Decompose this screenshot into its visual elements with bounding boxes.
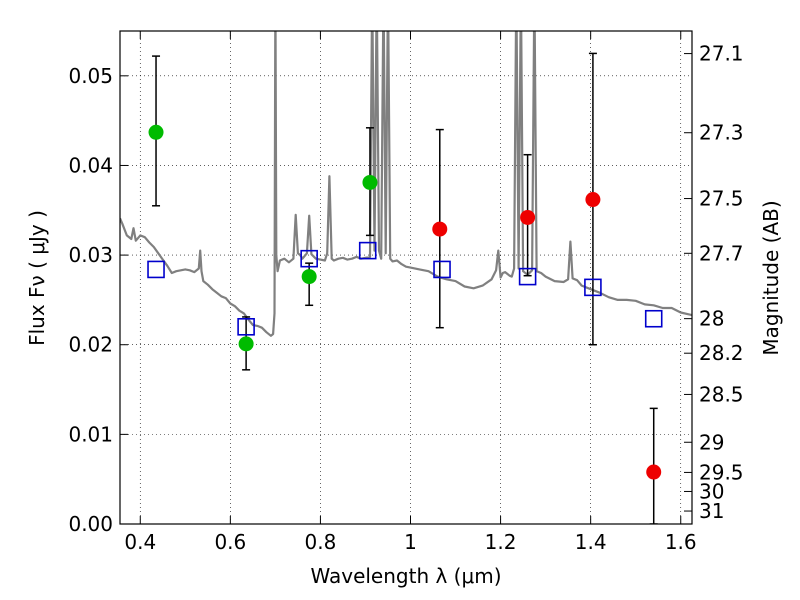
model-point — [300, 249, 318, 268]
right-tick-label: 30 — [699, 479, 724, 503]
data-point — [238, 336, 254, 352]
x-axis-label: Wavelength λ (μm) — [310, 564, 501, 588]
x-tick-label: 0.8 — [305, 530, 337, 554]
x-tick-label: 1 — [404, 530, 417, 554]
y-tick-label: 0.05 — [68, 64, 113, 88]
right-tick-label: 28.2 — [699, 341, 744, 365]
y-axis-label: Flux Fν ( μJy ) — [25, 210, 49, 346]
right-tick-label: 27.7 — [699, 241, 744, 265]
model-point — [237, 317, 255, 336]
right-tick-label: 28.5 — [699, 382, 744, 406]
spectrum-layer — [120, 31, 692, 337]
right-tick-label: 27.3 — [699, 121, 744, 145]
x-tick-label: 1.4 — [575, 530, 607, 554]
data-point — [646, 464, 662, 480]
right-tick-label: 28 — [699, 307, 724, 331]
data-point — [520, 209, 536, 225]
spectrum-line — [120, 31, 692, 337]
right-tick-label: 27.1 — [699, 42, 744, 66]
model-point — [147, 260, 165, 279]
data-point — [148, 124, 164, 140]
model-point — [644, 309, 663, 328]
y-axis-label-right: Magnitude (AB) — [759, 200, 783, 355]
y-tick-label: 0.00 — [68, 512, 113, 536]
y-tick-label: 0.02 — [68, 333, 113, 357]
right-tick-label: 31 — [699, 499, 724, 523]
model-point — [433, 260, 451, 279]
data-point — [362, 174, 378, 190]
model-point — [358, 241, 377, 260]
data-point — [585, 192, 601, 208]
model-point — [518, 267, 537, 286]
plot-frame — [119, 30, 693, 525]
right-tick-label: 29.5 — [699, 460, 744, 484]
data-point — [432, 221, 448, 237]
error-bars — [152, 52, 658, 524]
axis-ticks: 0.4 0.6 0.8 1 1.2 1.4 1.6 0.00 0.01 0.02 0.03 0.04 0… — [68, 31, 744, 554]
y-tick-label: 0.04 — [68, 153, 113, 177]
x-tick-label: 1.2 — [485, 530, 517, 554]
y-tick-label: 0.01 — [68, 422, 113, 446]
x-tick-label: 0.6 — [214, 530, 246, 554]
right-tick-label: 27.5 — [699, 187, 744, 211]
data-point — [301, 269, 317, 285]
grid-lines — [120, 31, 692, 525]
y-tick-label: 0.03 — [68, 243, 113, 267]
model-point — [584, 278, 602, 297]
data-markers — [147, 124, 663, 480]
right-tick-label: 29 — [699, 430, 724, 454]
x-tick-label: 1.6 — [665, 530, 697, 554]
x-tick-label: 0.4 — [124, 530, 156, 554]
